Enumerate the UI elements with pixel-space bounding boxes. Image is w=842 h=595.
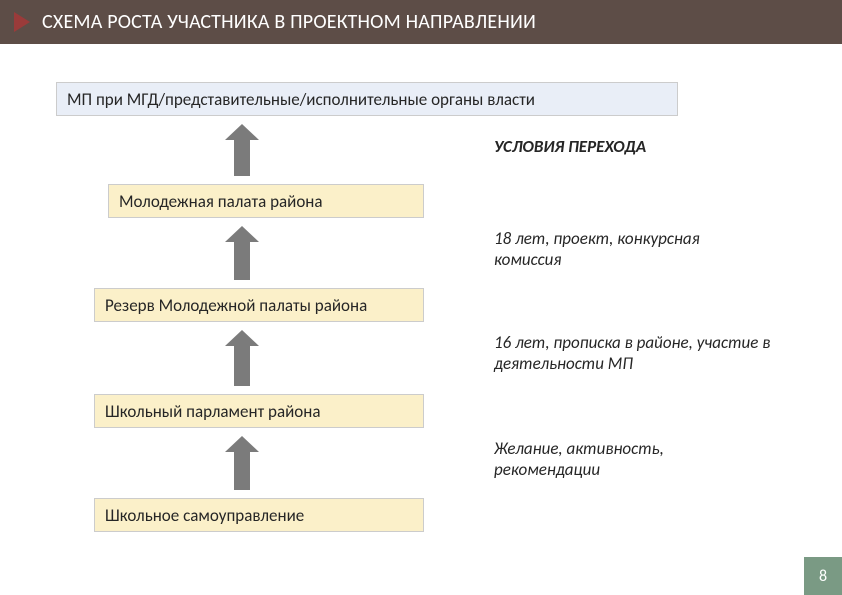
level-top-label: МП при МГД/представительные/исполнительн… [67,89,535,110]
arrow-up-4-icon [225,436,259,490]
condition-3: Желание, активность, рекомендации [494,438,764,481]
level-2-label: Молодежная палата района [119,191,323,212]
header-accent-triangle-icon [14,12,30,32]
arrow-up-3-icon [225,330,259,386]
header-bar: СХЕМА РОСТА УЧАСТНИКА В ПРОЕКТНОМ НАПРАВ… [0,0,842,44]
level-5-box: Школьное самоуправление [94,498,424,532]
level-3-box: Резерв Молодежной палаты района [94,288,424,322]
level-4-box: Школьный парламент района [94,394,424,428]
condition-1: 18 лет, проект, конкурсная комиссия [494,228,764,271]
arrow-up-2-icon [225,226,259,280]
level-top-box: МП при МГД/представительные/исполнительн… [56,82,678,116]
condition-2: 16 лет, прописка в районе, участие в дея… [494,332,804,375]
conditions-title: УСЛОВИЯ ПЕРЕХОДА [494,136,646,157]
arrow-up-shape [225,330,259,386]
slide-root: СХЕМА РОСТА УЧАСТНИКА В ПРОЕКТНОМ НАПРАВ… [0,0,842,595]
arrow-up-shape [225,124,259,176]
level-5-label: Школьное самоуправление [105,505,304,526]
page-number-badge: 8 [804,557,842,595]
level-2-box: Молодежная палата района [108,184,424,218]
page-title: СХЕМА РОСТА УЧАСТНИКА В ПРОЕКТНОМ НАПРАВ… [42,10,536,34]
arrow-up-shape [225,226,259,280]
level-4-label: Школьный парламент района [105,401,321,422]
arrow-up-shape [225,436,259,490]
level-3-label: Резерв Молодежной палаты района [105,295,367,316]
arrow-up-1-icon [225,124,259,176]
